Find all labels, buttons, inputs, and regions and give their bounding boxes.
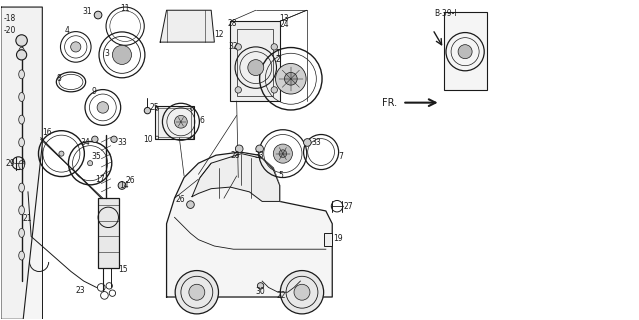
Circle shape (187, 201, 194, 208)
Text: 3: 3 (104, 49, 109, 58)
Text: 6: 6 (199, 116, 204, 125)
Text: 4: 4 (65, 27, 70, 36)
Circle shape (304, 139, 311, 146)
Ellipse shape (19, 115, 24, 124)
Text: 28: 28 (230, 151, 240, 160)
Circle shape (71, 42, 81, 52)
Ellipse shape (19, 70, 24, 79)
Polygon shape (167, 152, 332, 297)
Text: -20: -20 (4, 27, 17, 36)
Ellipse shape (19, 92, 24, 101)
Circle shape (16, 35, 27, 46)
Text: 24: 24 (280, 20, 289, 29)
Text: 23: 23 (76, 286, 86, 295)
Ellipse shape (19, 183, 24, 192)
Text: 13: 13 (280, 14, 289, 23)
Text: 29: 29 (6, 159, 15, 168)
Circle shape (118, 182, 126, 189)
Ellipse shape (19, 138, 24, 147)
Bar (443, 12, 487, 90)
Bar (230, 21, 280, 101)
Text: -18: -18 (4, 14, 17, 23)
Bar (158, 108, 192, 137)
Text: 33: 33 (312, 138, 321, 147)
Circle shape (59, 151, 64, 156)
Circle shape (275, 63, 306, 94)
Text: 33: 33 (117, 138, 127, 147)
Circle shape (235, 145, 243, 153)
Circle shape (94, 11, 102, 19)
Polygon shape (192, 154, 280, 201)
Text: 19: 19 (333, 234, 343, 243)
Circle shape (174, 116, 187, 128)
Text: 12: 12 (214, 30, 224, 39)
Circle shape (235, 87, 242, 93)
Text: 17: 17 (95, 175, 105, 184)
Text: 25: 25 (149, 103, 158, 112)
Circle shape (91, 136, 98, 142)
Circle shape (281, 270, 323, 314)
Circle shape (256, 145, 263, 153)
Circle shape (258, 283, 264, 289)
Bar (236, 29, 273, 96)
Text: 32: 32 (229, 42, 238, 52)
Bar (324, 233, 332, 246)
Text: 35: 35 (91, 152, 102, 161)
Text: FR.: FR. (382, 98, 397, 108)
Text: B-39-I: B-39-I (434, 9, 457, 18)
Ellipse shape (19, 206, 24, 215)
Circle shape (235, 44, 242, 50)
Circle shape (111, 136, 117, 142)
Polygon shape (160, 10, 214, 42)
Ellipse shape (19, 161, 24, 169)
Circle shape (279, 150, 287, 157)
Text: 22: 22 (277, 291, 286, 300)
Circle shape (112, 45, 132, 64)
Text: 10: 10 (143, 135, 153, 144)
Text: 15: 15 (118, 265, 128, 275)
Text: 28: 28 (227, 19, 237, 28)
Polygon shape (1, 7, 42, 319)
Text: 21: 21 (22, 214, 32, 223)
Text: 11: 11 (120, 4, 130, 13)
Text: 5: 5 (279, 171, 284, 180)
Text: 30: 30 (256, 287, 265, 296)
Text: 16: 16 (42, 128, 52, 137)
Circle shape (88, 161, 93, 166)
Text: 2: 2 (275, 55, 281, 64)
Circle shape (271, 44, 277, 50)
Text: 31: 31 (82, 7, 91, 16)
Circle shape (458, 45, 472, 59)
Circle shape (17, 50, 27, 60)
Circle shape (294, 284, 310, 300)
Circle shape (284, 72, 297, 85)
Circle shape (248, 60, 264, 76)
Bar (98, 198, 119, 268)
Circle shape (271, 87, 277, 93)
Text: 7: 7 (339, 152, 344, 161)
Circle shape (144, 108, 151, 114)
Ellipse shape (19, 47, 24, 56)
Bar (1, 7, 42, 319)
Text: 8: 8 (57, 74, 61, 83)
Circle shape (273, 144, 293, 163)
Text: 33: 33 (255, 151, 265, 160)
Ellipse shape (19, 251, 24, 260)
Circle shape (97, 102, 109, 113)
Text: 1: 1 (275, 49, 281, 58)
Circle shape (175, 270, 219, 314)
Text: 9: 9 (91, 87, 96, 96)
Text: 27: 27 (343, 202, 353, 211)
Circle shape (189, 284, 205, 300)
Text: 34: 34 (81, 138, 90, 147)
Bar (155, 106, 194, 139)
Ellipse shape (19, 228, 24, 237)
Text: 26: 26 (176, 195, 185, 204)
Text: 26: 26 (126, 176, 135, 185)
Text: 14: 14 (119, 181, 128, 190)
